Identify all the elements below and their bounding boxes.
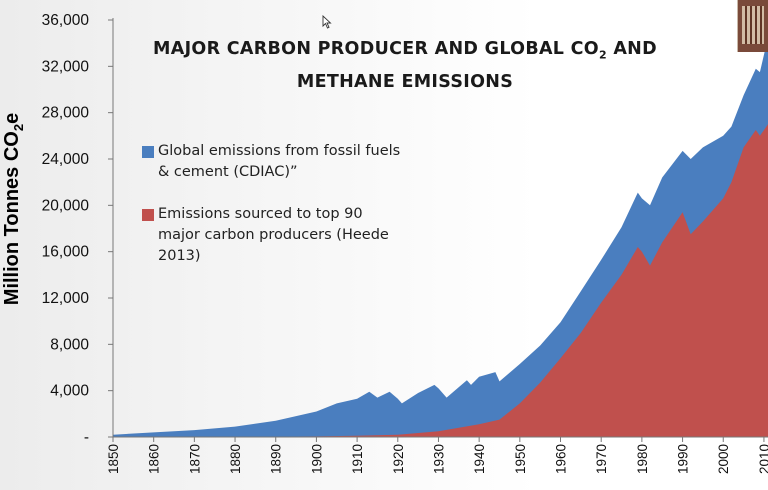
x-tick-label: 1880 — [228, 444, 243, 474]
legend-global-line-2: & cement (CDIAC)” — [158, 164, 298, 180]
y-tick-label: 8,000 — [50, 336, 89, 353]
title-text-end: AND — [606, 39, 657, 59]
title-subscript: 2 — [598, 48, 607, 62]
legend-item-producers: Emissions sourced to top 90 major carbon… — [158, 204, 389, 267]
x-tick-label: 1960 — [554, 444, 569, 474]
x-tick-label: 1990 — [676, 444, 691, 474]
legend-producers-line-3: 2013) — [158, 248, 201, 264]
legend-global-line-1: Global emissions from fossil fuels — [158, 143, 401, 159]
x-tick-label: 1940 — [472, 444, 487, 474]
y-tick-label: 20,000 — [42, 197, 90, 214]
title-text: MAJOR CARBON PRODUCER AND GLOBAL CO — [153, 39, 599, 59]
y-tick-label: - — [84, 429, 89, 446]
x-tick-label: 2010 — [757, 444, 768, 474]
y-tick-label: 4,000 — [50, 383, 89, 400]
legend-swatch-global — [142, 146, 154, 158]
chart-title: MAJOR CARBON PRODUCER AND GLOBAL CO2 AND… — [120, 36, 690, 96]
x-tick-label: 1980 — [635, 444, 650, 474]
video-thumbnail[interactable] — [737, 0, 768, 52]
y-tick-label: 36,000 — [42, 12, 90, 29]
y-axis-label: Million Tonnes CO2e — [1, 109, 27, 309]
x-tick-label: 1850 — [106, 444, 121, 474]
y-tick-label: 32,000 — [42, 58, 90, 75]
x-tick-label: 1920 — [391, 444, 406, 474]
y-axis-label-suffix: e — [1, 112, 23, 124]
legend-swatch-producers — [142, 209, 154, 221]
x-tick-label: 1870 — [187, 444, 202, 474]
y-tick-label: 28,000 — [42, 105, 90, 122]
y-tick-label: 12,000 — [42, 290, 90, 307]
legend-producers-line-1: Emissions sourced to top 90 — [158, 206, 363, 222]
x-tick-label: 1970 — [594, 444, 609, 474]
y-tick-label: 24,000 — [42, 151, 90, 168]
title-line-2: METHANE EMISSIONS — [296, 71, 514, 92]
legend-item-global: Global emissions from fossil fuels & cem… — [158, 141, 400, 183]
mouse-cursor-icon — [322, 15, 332, 29]
x-tick-label: 1910 — [350, 444, 365, 474]
x-tick-label: 1950 — [513, 444, 528, 474]
y-axis-label-text: Million Tonnes CO — [1, 131, 23, 306]
legend-producers-line-2: major carbon producers (Heede — [158, 227, 389, 243]
x-tick-label: 1890 — [269, 444, 284, 474]
title-line-1: MAJOR CARBON PRODUCER AND GLOBAL CO2 AND — [120, 36, 690, 69]
y-axis-label-subscript: 2 — [11, 123, 26, 132]
x-tick-label: 1900 — [309, 444, 324, 474]
y-tick-label: 16,000 — [42, 244, 90, 261]
x-tick-label: 2000 — [716, 444, 731, 474]
series-top90-producers-area — [113, 124, 768, 438]
x-tick-label: 1860 — [147, 444, 162, 474]
x-tick-label: 1930 — [431, 444, 446, 474]
